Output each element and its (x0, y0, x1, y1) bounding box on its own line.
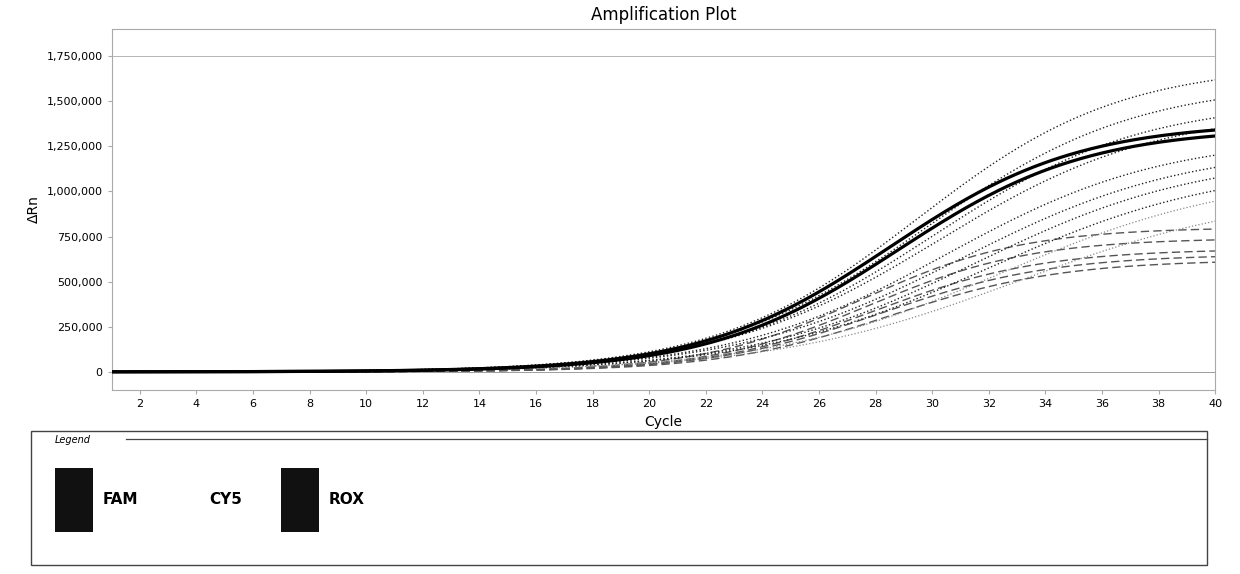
Title: Amplification Plot: Amplification Plot (590, 6, 737, 24)
Text: Legend: Legend (55, 435, 91, 445)
Text: ROX: ROX (329, 492, 365, 507)
Text: FAM: FAM (102, 492, 138, 507)
Bar (280, 468, 319, 533)
Text: CY5: CY5 (210, 492, 242, 507)
Y-axis label: ΔRn: ΔRn (27, 196, 41, 223)
Bar (55, 468, 93, 533)
X-axis label: Cycle: Cycle (645, 415, 682, 429)
